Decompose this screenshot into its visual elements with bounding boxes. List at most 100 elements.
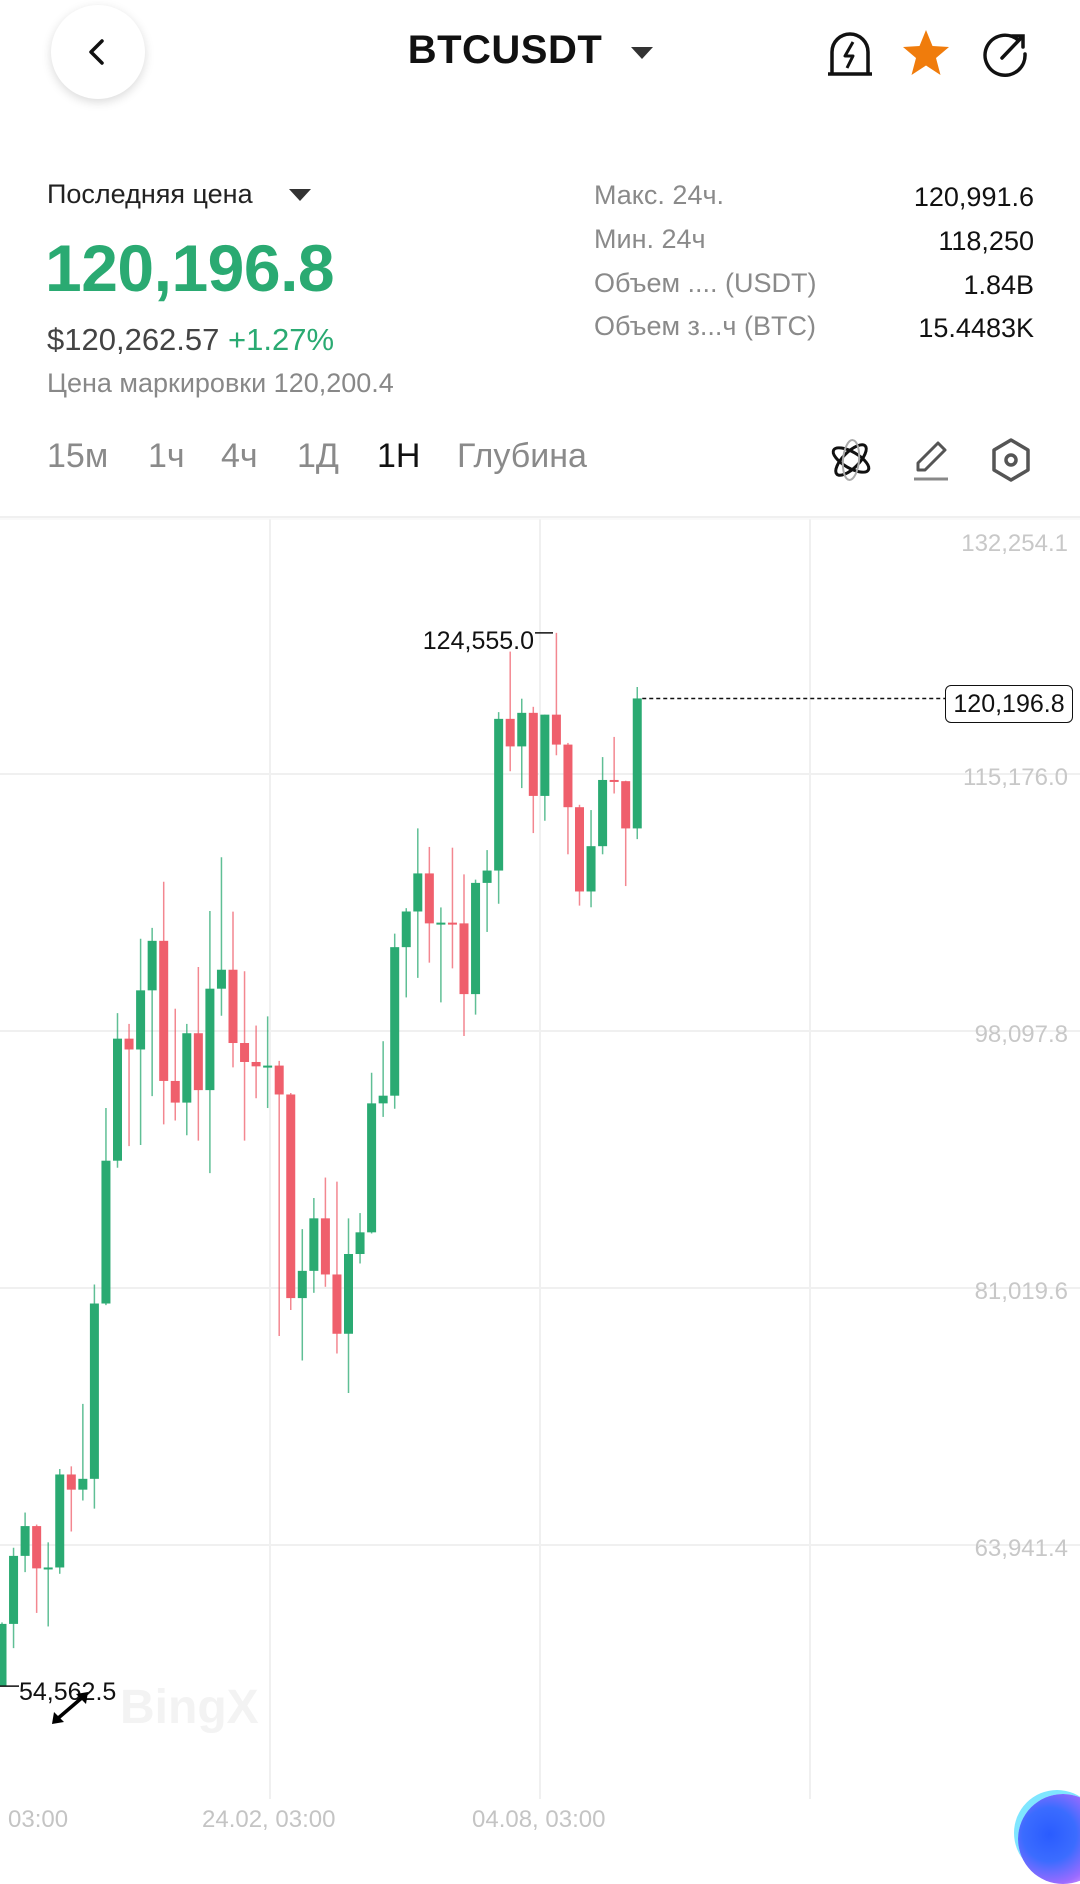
candle-body xyxy=(413,873,423,912)
candle-body xyxy=(228,969,238,1044)
candle-body xyxy=(89,1303,99,1479)
last-price: 120,196.8 xyxy=(45,231,335,305)
candle-body xyxy=(113,1038,122,1161)
stat-label-volume-btc: Объем з...ч (BTC) xyxy=(594,311,816,341)
candle-body xyxy=(609,779,619,782)
candle-body xyxy=(344,1254,353,1334)
candle-body xyxy=(586,846,596,892)
candle-body xyxy=(332,1274,342,1334)
candle-body xyxy=(297,1270,307,1299)
candle-body xyxy=(263,1065,273,1068)
price-alert-icon[interactable] xyxy=(826,28,874,78)
favorite-star-icon[interactable] xyxy=(900,28,952,78)
candle-body xyxy=(193,1033,203,1091)
candle-body xyxy=(378,1095,388,1104)
candle-body xyxy=(274,1065,284,1095)
candle-body xyxy=(632,698,642,829)
y-tick-label: 115,176.0 xyxy=(963,764,1068,791)
candle-body xyxy=(482,870,492,883)
stat-value-volume-btc: 15.4483K xyxy=(918,313,1034,343)
price-change: +1.27% xyxy=(228,322,335,357)
candle-body xyxy=(401,911,411,948)
back-button[interactable] xyxy=(51,5,145,99)
candle-body xyxy=(147,940,157,991)
candle-body xyxy=(320,1218,330,1275)
max-price-label: 124,555.0 xyxy=(422,627,534,655)
candle-body xyxy=(355,1232,365,1254)
candle-body xyxy=(55,1474,65,1568)
x-tick-label: 04.08, 03:00 xyxy=(472,1806,606,1833)
candle-body xyxy=(505,718,515,747)
candle-body xyxy=(367,1103,377,1233)
price-usd-row: $120,262.57 +1.27% xyxy=(47,322,334,358)
stat-label-high: Макс. 24ч. xyxy=(594,180,725,210)
candle-body xyxy=(424,873,434,924)
candle-body xyxy=(159,940,169,1081)
candle-body xyxy=(598,779,608,847)
mark-price: Цена маркировки 120,200.4 xyxy=(47,368,394,398)
candle-body xyxy=(517,712,527,747)
candle-body xyxy=(170,1080,180,1103)
settings-hexagon-icon[interactable] xyxy=(990,437,1032,483)
back-chevron-icon xyxy=(89,39,104,65)
stat-label-volume-usdt: Объем .... (USDT) xyxy=(594,268,817,298)
candle-body xyxy=(528,712,538,796)
candle-body xyxy=(286,1094,296,1299)
tab-15m[interactable]: 15м xyxy=(47,437,109,475)
candle-body xyxy=(216,969,226,989)
y-tick-label: 132,254.1 xyxy=(961,530,1068,557)
price-mode-dropdown-icon[interactable] xyxy=(289,189,311,201)
candle-body xyxy=(563,744,573,808)
candle-body xyxy=(471,882,481,995)
stat-value-high: 120,991.6 xyxy=(913,182,1034,212)
share-icon[interactable] xyxy=(980,28,1030,78)
candle-body xyxy=(78,1478,88,1490)
x-tick-label: 03:00 xyxy=(8,1806,69,1833)
stat-value-low: 118,250 xyxy=(938,226,1034,256)
candle-body xyxy=(0,1623,7,1686)
candle-body xyxy=(205,988,215,1091)
draw-pencil-icon[interactable] xyxy=(910,438,952,482)
min-price-label: 54,562.5 xyxy=(19,1678,117,1706)
candle-body xyxy=(459,923,469,995)
candle-body xyxy=(436,922,446,925)
price-mode-selector[interactable]: Последняя цена xyxy=(47,179,253,209)
candle-body xyxy=(101,1160,111,1304)
candle-body xyxy=(447,922,457,925)
y-tick-label: 98,097.8 xyxy=(974,1021,1068,1048)
candle-body xyxy=(621,781,631,829)
candle-body xyxy=(309,1218,319,1271)
usd-price: $120,262.57 xyxy=(47,322,220,357)
x-tick-label: 24.02, 03:00 xyxy=(202,1806,336,1833)
stat-label-low: Мин. 24ч xyxy=(594,224,706,254)
bingx-watermark: BingX xyxy=(120,1681,259,1734)
candle-body xyxy=(540,714,550,796)
expand-arrows-icon[interactable] xyxy=(50,1690,90,1726)
candle-body xyxy=(494,718,504,871)
symbol-title[interactable]: BTCUSDT xyxy=(407,28,603,72)
candle-body xyxy=(182,1033,192,1103)
stat-value-volume-usdt: 1.84B xyxy=(963,270,1034,300)
candle-body xyxy=(66,1474,76,1490)
candle-body xyxy=(43,1567,53,1570)
tab-1w[interactable]: 1Н xyxy=(377,437,421,475)
current-price-tag[interactable]: 120,196.8 xyxy=(945,685,1073,723)
tab-1d[interactable]: 1Д xyxy=(297,437,339,475)
tab-4h[interactable]: 4ч xyxy=(221,437,258,475)
symbol-dropdown-icon[interactable] xyxy=(631,47,653,59)
indicators-atom-icon[interactable] xyxy=(828,437,874,483)
candle-body xyxy=(124,1038,134,1050)
candle-body xyxy=(136,990,146,1050)
candle-body xyxy=(32,1526,42,1569)
candle-body xyxy=(20,1526,30,1556)
candle-body xyxy=(240,1043,250,1062)
candle-body xyxy=(575,807,584,892)
candle-body xyxy=(9,1555,19,1624)
y-tick-label: 63,941.4 xyxy=(974,1535,1068,1562)
tab-depth[interactable]: Глубина xyxy=(457,437,587,475)
candle-body xyxy=(551,714,561,745)
candle-body xyxy=(251,1061,261,1067)
candle-body xyxy=(390,947,400,1096)
tab-1h[interactable]: 1ч xyxy=(148,437,185,475)
